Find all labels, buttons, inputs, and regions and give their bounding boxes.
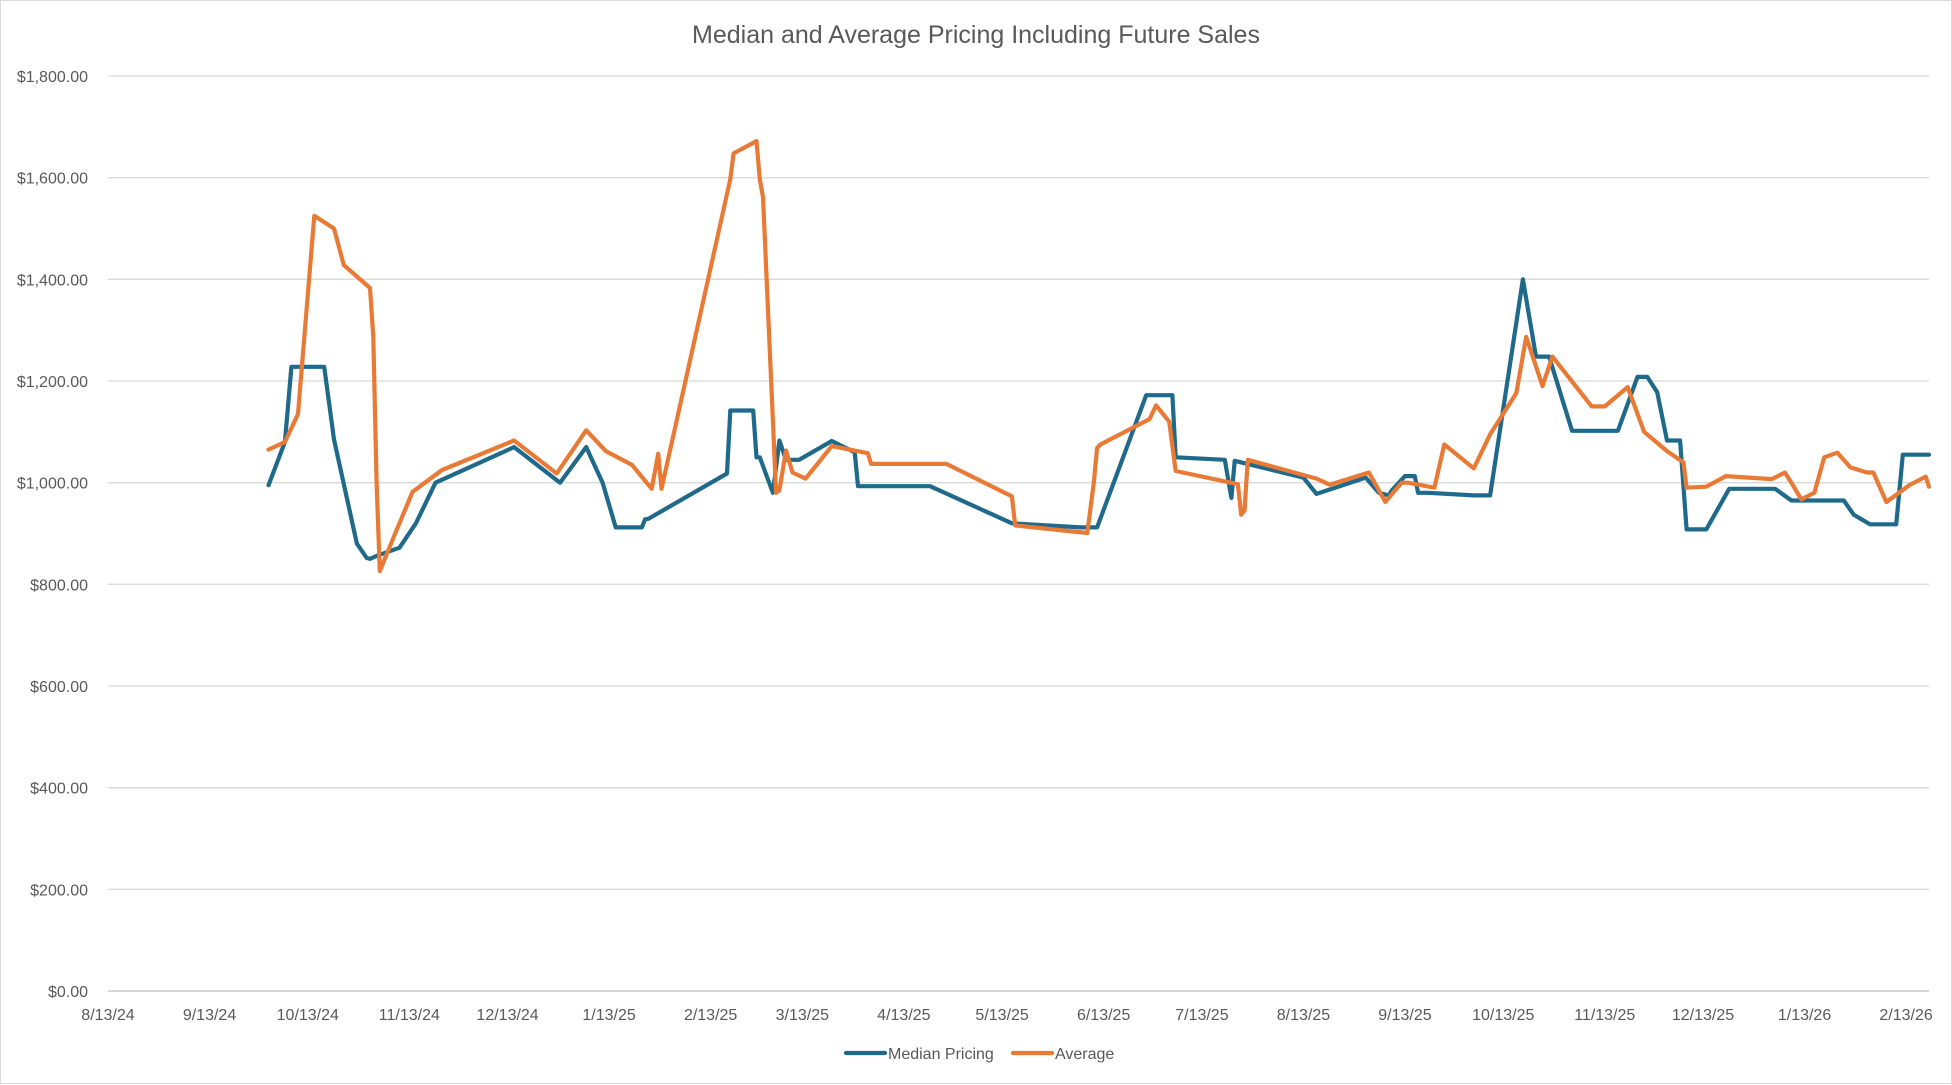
y-tick-label: $0.00 (48, 984, 88, 1001)
y-tick-label: $1,400.00 (17, 272, 88, 289)
y-tick-label: $400.00 (30, 781, 88, 798)
legend-label-median-pricing: Median Pricing (888, 1046, 994, 1063)
data-series (266, 139, 1932, 574)
legend-label-average: Average (1055, 1046, 1114, 1063)
x-tick-label: 7/13/25 (1175, 1007, 1228, 1024)
series-line-median-pricing (266, 277, 1932, 562)
y-tick-label: $200.00 (30, 882, 88, 899)
x-tick-label: 4/13/25 (877, 1007, 930, 1024)
x-tick-label: 2/13/25 (684, 1007, 737, 1024)
y-tick-label: $1,800.00 (17, 69, 88, 86)
x-tick-label: 11/13/24 (379, 1007, 440, 1024)
x-tick-label: 3/13/25 (776, 1007, 829, 1024)
x-tick-label: 8/13/24 (81, 1007, 134, 1024)
y-tick-label: $1,200.00 (17, 374, 88, 391)
x-tick-label: 1/13/25 (582, 1007, 635, 1024)
y-axis-tick-labels: $0.00 $200.00 $400.00 $600.00 $800.00 $1,000.… (17, 69, 88, 1001)
x-tick-label: 9/13/25 (1378, 1007, 1431, 1024)
legend: Median Pricing Average (843, 1046, 1114, 1063)
series-line-average (266, 139, 1932, 574)
y-tick-label: $600.00 (30, 679, 88, 696)
x-tick-label: 12/13/25 (1672, 1007, 1734, 1024)
gridlines (108, 75, 1929, 992)
x-tick-label: 2/13/26 (1879, 1007, 1932, 1024)
y-tick-label: $800.00 (30, 577, 88, 594)
x-tick-label: 6/13/25 (1077, 1007, 1130, 1024)
x-tick-label: 10/13/25 (1472, 1007, 1534, 1024)
x-tick-label: 10/13/24 (277, 1007, 339, 1024)
chart-title: Median and Average Pricing Including Fut… (692, 21, 1260, 49)
x-axis-tick-labels: 8/13/24 9/13/24 10/13/24 11/13/24 12/13/24 1/… (81, 1007, 1933, 1024)
x-tick-label: 9/13/24 (183, 1007, 236, 1024)
y-tick-label: $1,600.00 (17, 171, 88, 188)
x-tick-label: 11/13/25 (1574, 1007, 1635, 1024)
x-tick-label: 12/13/24 (476, 1007, 538, 1024)
x-tick-label: 8/13/25 (1277, 1007, 1330, 1024)
x-tick-label: 5/13/25 (975, 1007, 1028, 1024)
y-tick-label: $1,000.00 (17, 476, 88, 493)
x-tick-label: 1/13/26 (1778, 1007, 1831, 1024)
